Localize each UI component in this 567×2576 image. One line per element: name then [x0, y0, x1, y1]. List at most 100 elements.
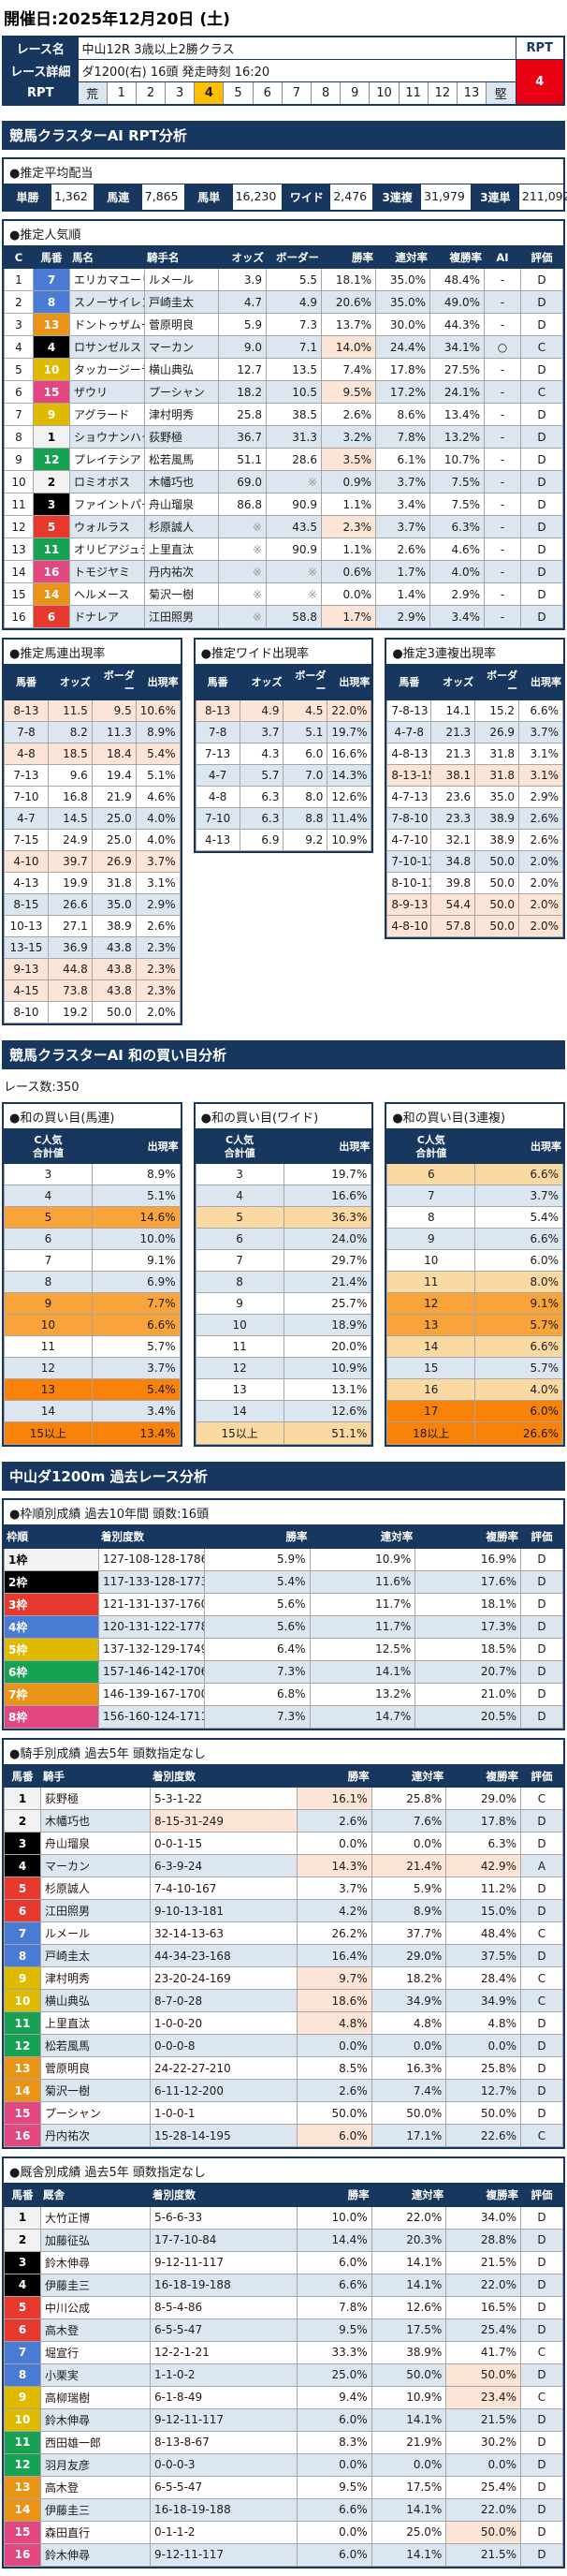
stable-cell-ren: 25.0% — [371, 2520, 447, 2544]
rpt-scale-10: 10 — [369, 81, 400, 106]
race-name-row: レース名 中山12R 3歳以上2勝クラス RPT — [2, 36, 565, 60]
stable-cell-ev: D — [520, 2250, 563, 2274]
jockey-cell-num: 7 — [4, 1921, 41, 1946]
popularity-row: 9 12 プレイテシア 松若風馬 51.1 28.6 3.5% 6.1% 10.7% - D — [4, 448, 563, 472]
stable-row: 7 堀宣行 12-2-1-21 33.3% 38.9% 41.7% C — [4, 2340, 563, 2364]
stable-cell-rec: 6-5-5-47 — [150, 2475, 298, 2499]
popularity-cell-border: 4.9 — [266, 290, 322, 315]
popularity-cell-jockey: 荻野極 — [144, 425, 219, 449]
popularity-cell-border: 7.3 — [266, 313, 322, 337]
waku-cell-ev: D — [520, 1547, 563, 1571]
wide-cell-pair: 4-8 — [195, 785, 240, 808]
waku-cell-win: 5.9% — [203, 1547, 311, 1571]
wa_sanpuku-header-r: 出現率 — [474, 1128, 564, 1165]
umaren-cell-odds: 16.8 — [47, 785, 93, 808]
popularity-cell-win: 0.6% — [321, 560, 376, 584]
popularity-cell-name: ファイントパーズ — [69, 493, 145, 517]
jockey-cell-name: 舟山瑠泉 — [40, 1832, 151, 1856]
wa-tables-row: ●和の買い目(馬連) C人気 合計値 出現率 3 8.9% 4 5.1% 5 14.6% 6 10… — [2, 1101, 566, 1448]
popularity-cell-win: 14.0% — [321, 335, 376, 360]
waku-row: 5枠 137-132-129-1749 6.4% 12.5% 18.5% D — [4, 1637, 563, 1661]
umaren-cell-border: 43.8 — [91, 979, 137, 1002]
waku-cell-ev: D — [520, 1637, 563, 1661]
stable-cell-win: 0.0% — [297, 2520, 372, 2544]
sanpuku-cell-odds: 39.8 — [430, 871, 476, 894]
rpt-scale-荒: 荒 — [77, 81, 108, 106]
stable-cell-name: 小栗実 — [40, 2363, 151, 2387]
popularity-cell-num: 11 — [33, 537, 70, 562]
wa_wide-cell-r: 51.1% — [283, 1421, 372, 1446]
umaren-cell-odds: 14.5 — [47, 806, 93, 830]
popularity-cell-border: 43.5 — [266, 515, 322, 539]
waku-header-win: 勝率 — [203, 1525, 311, 1549]
sanpuku-row: 7-8-13 14.1 15.2 6.6% — [386, 699, 564, 722]
waku-cell-fuku: 21.0% — [414, 1682, 521, 1706]
popularity-cell-odds: 86.8 — [218, 493, 267, 517]
wide-rate-table: 馬番 オッズ ボーダー 出現率 8-13 4.9 4.5 22.0% 7-8 3.7 5.1 19.7… — [195, 665, 372, 851]
popularity-cell-ren: 2.9% — [375, 605, 430, 629]
wa_wide-cell-v: 12 — [195, 1357, 284, 1380]
popularity-cell-fuku: 34.1% — [429, 335, 485, 360]
umaren-row: 4-8 18.5 18.4 5.4% — [4, 742, 181, 765]
popularity-cell-jockey: 上里直汰 — [144, 537, 219, 562]
wa_sanpuku-cell-r: 6.0% — [474, 1400, 564, 1423]
wa_wide-cell-r: 20.0% — [283, 1335, 372, 1359]
waku-cell-win: 6.8% — [203, 1682, 311, 1706]
popularity-cell-fuku: 7.5% — [429, 470, 485, 494]
wa_umaren-row: 13 5.4% — [4, 1378, 181, 1402]
wa_umaren-cell-r: 8.9% — [91, 1163, 181, 1186]
waku-cell-ren: 11.7% — [309, 1614, 416, 1639]
popularity-cell-ev: D — [520, 582, 563, 607]
waku-row: 4枠 120-131-122-1778 5.6% 11.7% 17.3% D — [4, 1614, 563, 1639]
wa_sanpuku-row: 7 3.7% — [386, 1185, 564, 1208]
umaren-cell-border: 31.8 — [91, 871, 137, 894]
wide-row: 4-13 6.9 9.2 10.9% — [195, 828, 372, 851]
wide-cell-rate: 14.3% — [327, 763, 372, 787]
popularity-cell-fuku: 10.7% — [429, 448, 485, 472]
umaren-cell-rate: 3.7% — [135, 849, 181, 873]
stable-cell-fuku: 22.0% — [445, 2497, 521, 2522]
waku-row: 2枠 117-133-128-1773 5.4% 11.6% 17.6% D — [4, 1569, 563, 1594]
wa_umaren-cell-v: 9 — [4, 1292, 93, 1316]
popularity-row: 113ファイントパーズ舟山瑠泉86.890.91.1%3.4%7.5%-D — [4, 493, 563, 517]
popularity-cell-jockey: 舟山瑠泉 — [144, 493, 219, 517]
stable-cell-fuku: 21.5% — [445, 2407, 521, 2432]
wa_sanpuku-row: 9 6.6% — [386, 1228, 564, 1251]
jockey-cell-name: 菅原明良 — [40, 2056, 151, 2081]
jockey-cell-ev: D — [520, 2056, 563, 2081]
stable-cell-ren: 14.1% — [371, 2542, 447, 2567]
wide-cell-border: 6.0 — [283, 742, 328, 765]
wa_wide-row: 5 36.3% — [195, 1206, 372, 1229]
sanpuku-cell-border: 26.9 — [474, 720, 520, 743]
wa_sanpuku-cell-v: 11 — [386, 1271, 476, 1294]
stable-cell-num: 5 — [4, 2295, 41, 2319]
umaren-cell-odds: 8.2 — [47, 720, 93, 743]
waku-row: 8枠 156-160-124-1711 7.3% 14.7% 20.5% D — [4, 1704, 563, 1729]
popularity-cell-odds: 69.0 — [218, 470, 267, 494]
sanpuku-cell-pair: 7-8-10 — [386, 806, 432, 830]
race-count: レース数:350 — [4, 1080, 80, 1095]
popularity-header-ren: 連対率 — [375, 245, 430, 270]
sanpuku-cell-rate: 3.1% — [518, 742, 564, 765]
sanpuku-header-row: 馬番 オッズ ボーダー 出現率 — [386, 665, 564, 700]
popularity-cell-ren: 17.8% — [375, 358, 430, 382]
popularity-cell-fuku: 48.4% — [429, 268, 485, 292]
umaren-cell-pair: 13-15 — [4, 935, 49, 959]
popularity-cell-ev: D — [520, 268, 563, 292]
jockey-cell-num: 1 — [4, 1787, 41, 1811]
rpt-scale-2: 2 — [135, 81, 167, 106]
popularity-cell-c: 7 — [4, 403, 34, 427]
jockey-cell-fuku: 6.3% — [445, 1832, 521, 1856]
umaren-cell-odds: 27.1 — [47, 914, 93, 937]
jockey-row: 12 松若風馬 0-0-0-8 0.0% 0.0% 0.0% D — [4, 2034, 563, 2058]
wa_umaren-cell-v: 10 — [4, 1314, 93, 1337]
wide-cell-odds: 5.7 — [239, 763, 284, 787]
wa_wide-row: 3 19.7% — [195, 1163, 372, 1186]
popularity-row: 17エリカマユーリルメール3.95.518.1%35.0%48.4%-D — [4, 268, 563, 292]
popularity-cell-num: 3 — [33, 493, 70, 517]
stable-cell-num: 12 — [4, 2452, 41, 2477]
popularity-cell-c: 14 — [4, 560, 34, 584]
jockey-row: 6 江田照男 9-10-13-181 4.2% 8.9% 15.0% D — [4, 1899, 563, 1923]
popularity-cell-jockey: ルメール — [144, 268, 219, 292]
jockey-cell-ev: D — [520, 2101, 563, 2126]
